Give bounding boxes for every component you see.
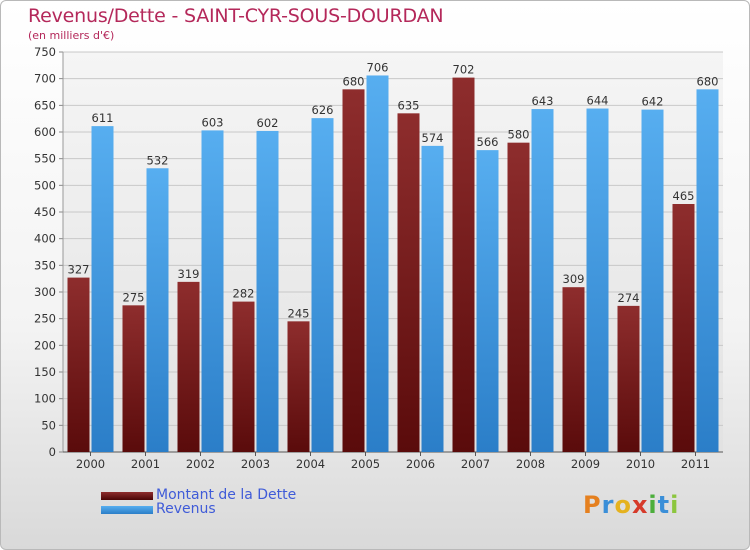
y-tick-label: 750 (34, 45, 56, 59)
data-label-dette: 680 (343, 74, 365, 88)
y-tick-label: 450 (34, 205, 56, 219)
data-label-dette: 465 (673, 189, 695, 203)
y-tick-label: 0 (49, 445, 56, 459)
logo-letter: P (583, 491, 602, 519)
chart-title: Revenus/Dette - SAINT-CYR-SOUS-DOURDAN (28, 5, 444, 27)
bar-dette (342, 89, 365, 452)
bar-dette (67, 277, 90, 452)
bar-dette (562, 287, 585, 452)
bar-dette (507, 142, 530, 452)
x-tick-label: 2000 (76, 457, 105, 471)
bar-revenus (531, 109, 554, 453)
bar-dette (122, 305, 145, 452)
bar-revenus (91, 126, 114, 452)
bar-revenus (421, 145, 444, 452)
data-label-dette: 274 (618, 291, 640, 305)
y-tick-label: 200 (34, 338, 56, 352)
bar-revenus (366, 75, 389, 452)
data-label-revenus: 566 (477, 135, 499, 149)
x-tick-label: 2005 (351, 457, 380, 471)
x-tick-label: 2004 (296, 457, 325, 471)
y-tick-label: 350 (34, 258, 56, 272)
x-tick-label: 2008 (516, 457, 545, 471)
bar-revenus (476, 150, 499, 452)
data-label-revenus: 603 (202, 115, 224, 129)
x-tick-label: 2007 (461, 457, 490, 471)
data-label-revenus: 644 (587, 94, 609, 108)
bar-revenus (586, 108, 609, 453)
y-tick-label: 150 (34, 365, 56, 379)
bar-revenus (201, 130, 224, 452)
bar-dette (617, 305, 640, 452)
data-label-revenus: 611 (92, 111, 114, 125)
y-tick-label: 300 (34, 285, 56, 299)
x-tick-label: 2011 (681, 457, 710, 471)
data-label-revenus: 642 (642, 95, 664, 109)
bar-dette (397, 113, 420, 452)
data-label-revenus: 574 (422, 131, 444, 145)
data-label-revenus: 626 (312, 103, 334, 117)
x-tick-label: 2006 (406, 457, 435, 471)
y-tick-label: 600 (34, 125, 56, 139)
bar-revenus (641, 109, 664, 452)
bar-dette (287, 321, 310, 452)
x-tick-label: 2002 (186, 457, 215, 471)
y-tick-label: 400 (34, 232, 56, 246)
data-label-dette: 309 (563, 272, 585, 286)
chart-subtitle: (en milliers d'€) (28, 29, 115, 42)
data-label-revenus: 602 (257, 116, 279, 130)
legend-label-dette: Montant de la Dette (156, 487, 297, 503)
logo-letter: i (670, 491, 680, 519)
y-tick-label: 500 (34, 178, 56, 192)
data-label-dette: 702 (453, 63, 475, 77)
data-label-dette: 275 (123, 290, 145, 304)
logo-letter: i (648, 491, 658, 519)
data-label-revenus: 532 (147, 153, 169, 167)
data-label-dette: 282 (233, 287, 255, 301)
data-label-dette: 635 (398, 98, 420, 112)
data-label-dette: 580 (508, 128, 530, 142)
bar-dette (232, 301, 255, 452)
y-tick-label: 650 (34, 98, 56, 112)
x-tick-label: 2009 (571, 457, 600, 471)
bar-dette (672, 204, 695, 452)
bar-dette (452, 77, 475, 452)
logo-letter: t (657, 491, 671, 519)
logo-letter: r (601, 491, 615, 519)
proxiti-logo: Proxiti (583, 491, 679, 519)
y-tick-label: 100 (34, 392, 56, 406)
x-tick-label: 2010 (626, 457, 655, 471)
data-label-dette: 245 (288, 306, 310, 320)
logo-letter: o (614, 491, 632, 519)
logo-letter: x (631, 491, 649, 519)
data-label-revenus: 680 (697, 74, 719, 88)
legend-swatch-revenus (101, 506, 153, 514)
data-label-revenus: 706 (367, 60, 389, 74)
x-tick-label: 2003 (241, 457, 270, 471)
y-tick-label: 250 (34, 312, 56, 326)
legend-label-revenus: Revenus (156, 501, 216, 517)
bar-revenus (311, 118, 334, 452)
data-label-dette: 319 (178, 267, 200, 281)
legend-swatch-dette (101, 492, 153, 500)
plot-area (63, 52, 723, 452)
data-label-dette: 327 (68, 263, 90, 277)
bar-revenus (146, 168, 169, 452)
bar-revenus (696, 89, 719, 452)
bar-dette (177, 281, 200, 452)
x-tick-label: 2001 (131, 457, 160, 471)
y-tick-label: 550 (34, 152, 56, 166)
data-label-revenus: 643 (532, 94, 554, 108)
y-tick-label: 50 (41, 418, 56, 432)
y-tick-label: 700 (34, 72, 56, 86)
bar-revenus (256, 130, 279, 452)
